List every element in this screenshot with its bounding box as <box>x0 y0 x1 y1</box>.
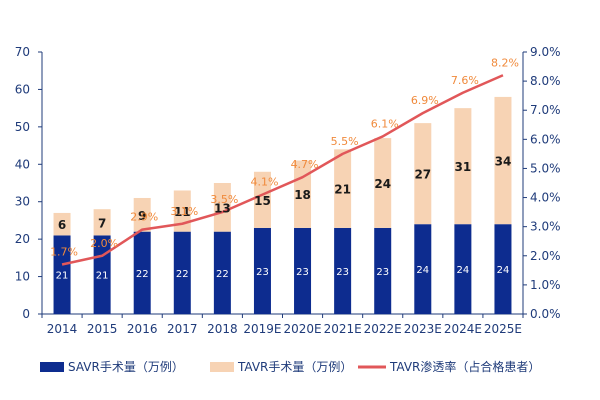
left-tick-label: 70 <box>15 45 30 59</box>
savr-value-label: 23 <box>256 267 269 278</box>
rate-value-label: 5.5% <box>331 135 359 148</box>
savr-bar <box>334 227 352 314</box>
savr-value-label: 24 <box>497 265 510 276</box>
tavr-rate-line <box>61 74 504 266</box>
right-tick-label: 2.0% <box>530 249 561 263</box>
savr-bar <box>253 227 271 314</box>
rate-value-label: 2.0% <box>90 237 118 250</box>
tavr-bar <box>294 160 312 228</box>
savr-bar <box>454 224 472 314</box>
tavr-value-label: 27 <box>414 168 431 182</box>
tavr-bar <box>374 138 392 228</box>
savr-value-label: 22 <box>176 269 189 280</box>
rate-value-label: 3.1% <box>170 205 198 218</box>
right-tick-label: 3.0% <box>530 220 561 234</box>
savr-value-label: 24 <box>457 265 470 276</box>
x-tick-label: 2014 <box>47 322 78 336</box>
left-tick-label: 10 <box>15 270 30 284</box>
tavr-bar <box>213 183 231 232</box>
savr-bar <box>294 227 312 314</box>
x-tick-label: 2020E <box>283 322 321 336</box>
savr-value-label: 21 <box>96 271 109 282</box>
right-tick-label: 6.0% <box>530 132 561 146</box>
savr-bar <box>173 231 191 314</box>
legend-label-tavr: TAVR手术量（万例） <box>237 360 352 374</box>
rate-value-label: 8.2% <box>491 56 519 69</box>
x-tick-label: 2016 <box>127 322 158 336</box>
x-tick-label: 2022E <box>364 322 402 336</box>
savr-value-label: 23 <box>376 267 389 278</box>
left-tick-label: 20 <box>15 232 30 246</box>
tavr-value-label: 7 <box>98 216 106 230</box>
tavr-value-label: 6 <box>58 218 66 232</box>
tavr-bar <box>93 209 111 236</box>
legend-swatch-tavr <box>210 362 234 372</box>
legend: SAVR手术量（万例） TAVR手术量（万例） TAVR渗透率（占合格患者） <box>40 359 540 374</box>
right-tick-label: 5.0% <box>530 161 561 175</box>
legend-label-savr: SAVR手术量（万例） <box>68 360 184 374</box>
right-tick-label: 7.0% <box>530 103 561 117</box>
x-tick-label: 2017 <box>167 322 198 336</box>
savr-value-label: 23 <box>336 267 349 278</box>
left-tick-label: 30 <box>15 195 30 209</box>
tavr-bar <box>454 108 472 225</box>
savr-bar <box>213 231 231 314</box>
savr-value-label: 22 <box>216 269 229 280</box>
savr-bar <box>133 231 151 314</box>
x-tick-label: 2018 <box>207 322 238 336</box>
left-tick-label: 0 <box>22 307 30 321</box>
rate-value-label: 1.7% <box>50 246 78 259</box>
tavr-value-label: 9 <box>138 209 146 223</box>
tavr-bar <box>494 96 512 225</box>
rate-value-label: 6.1% <box>371 117 399 130</box>
x-tick-label: 2021E <box>324 322 362 336</box>
tavr-value-label: 21 <box>334 183 351 197</box>
x-tick-label: 2023E <box>404 322 442 336</box>
left-tick-label: 60 <box>15 82 30 96</box>
tavr-bar <box>53 212 71 236</box>
tavr-value-label: 11 <box>174 205 191 219</box>
tavr-value-label: 34 <box>495 155 512 169</box>
savr-bar <box>374 227 392 314</box>
rate-value-label: 4.1% <box>250 176 278 189</box>
tavr-value-label: 31 <box>455 160 472 174</box>
right-tick-label: 1.0% <box>530 278 561 292</box>
right-tick-label: 4.0% <box>530 191 561 205</box>
rate-value-label: 2.9% <box>130 211 158 224</box>
left-tick-label: 50 <box>15 120 30 134</box>
x-tick-label: 2019E <box>243 322 281 336</box>
tavr-value-label: 18 <box>294 188 311 202</box>
right-tick-label: 0.0% <box>530 307 561 321</box>
left-tick-label: 40 <box>15 157 30 171</box>
legend-label-rate: TAVR渗透率（占合格患者） <box>389 359 540 374</box>
legend-swatch-savr <box>40 362 64 372</box>
tavr-value-label: 15 <box>254 194 271 208</box>
plot-area: 0 10 20 30 40 50 60 70 0.0% 1.0% 2.0% 3.0% 4.0% 5.0% 6… <box>15 45 561 336</box>
x-tick-label: 2015 <box>87 322 118 336</box>
savr-value-label: 22 <box>136 269 149 280</box>
rate-value-label: 7.6% <box>451 74 479 87</box>
savr-bar <box>93 235 111 314</box>
tavr-bar <box>334 149 352 228</box>
savr-value-label: 23 <box>296 267 309 278</box>
rate-value-label: 4.7% <box>291 158 319 171</box>
rate-value-label: 6.9% <box>411 94 439 107</box>
rate-value-label: 3.5% <box>210 193 238 206</box>
savr-value-label: 21 <box>56 271 69 282</box>
tavr-bar <box>253 171 271 228</box>
savr-bar <box>414 224 432 314</box>
savr-bar <box>53 235 71 314</box>
tavr-value-label: 24 <box>374 177 391 191</box>
x-tick-label: 2025E <box>484 322 522 336</box>
tavr-bar <box>133 197 151 232</box>
savr-value-label: 24 <box>416 265 429 276</box>
tavr-bar <box>414 123 432 225</box>
tavr-value-label: 13 <box>214 201 231 215</box>
right-tick-label: 9.0% <box>530 45 561 59</box>
x-tick-label: 2024E <box>444 322 482 336</box>
right-tick-label: 8.0% <box>530 74 561 88</box>
savr-bar <box>494 224 512 314</box>
